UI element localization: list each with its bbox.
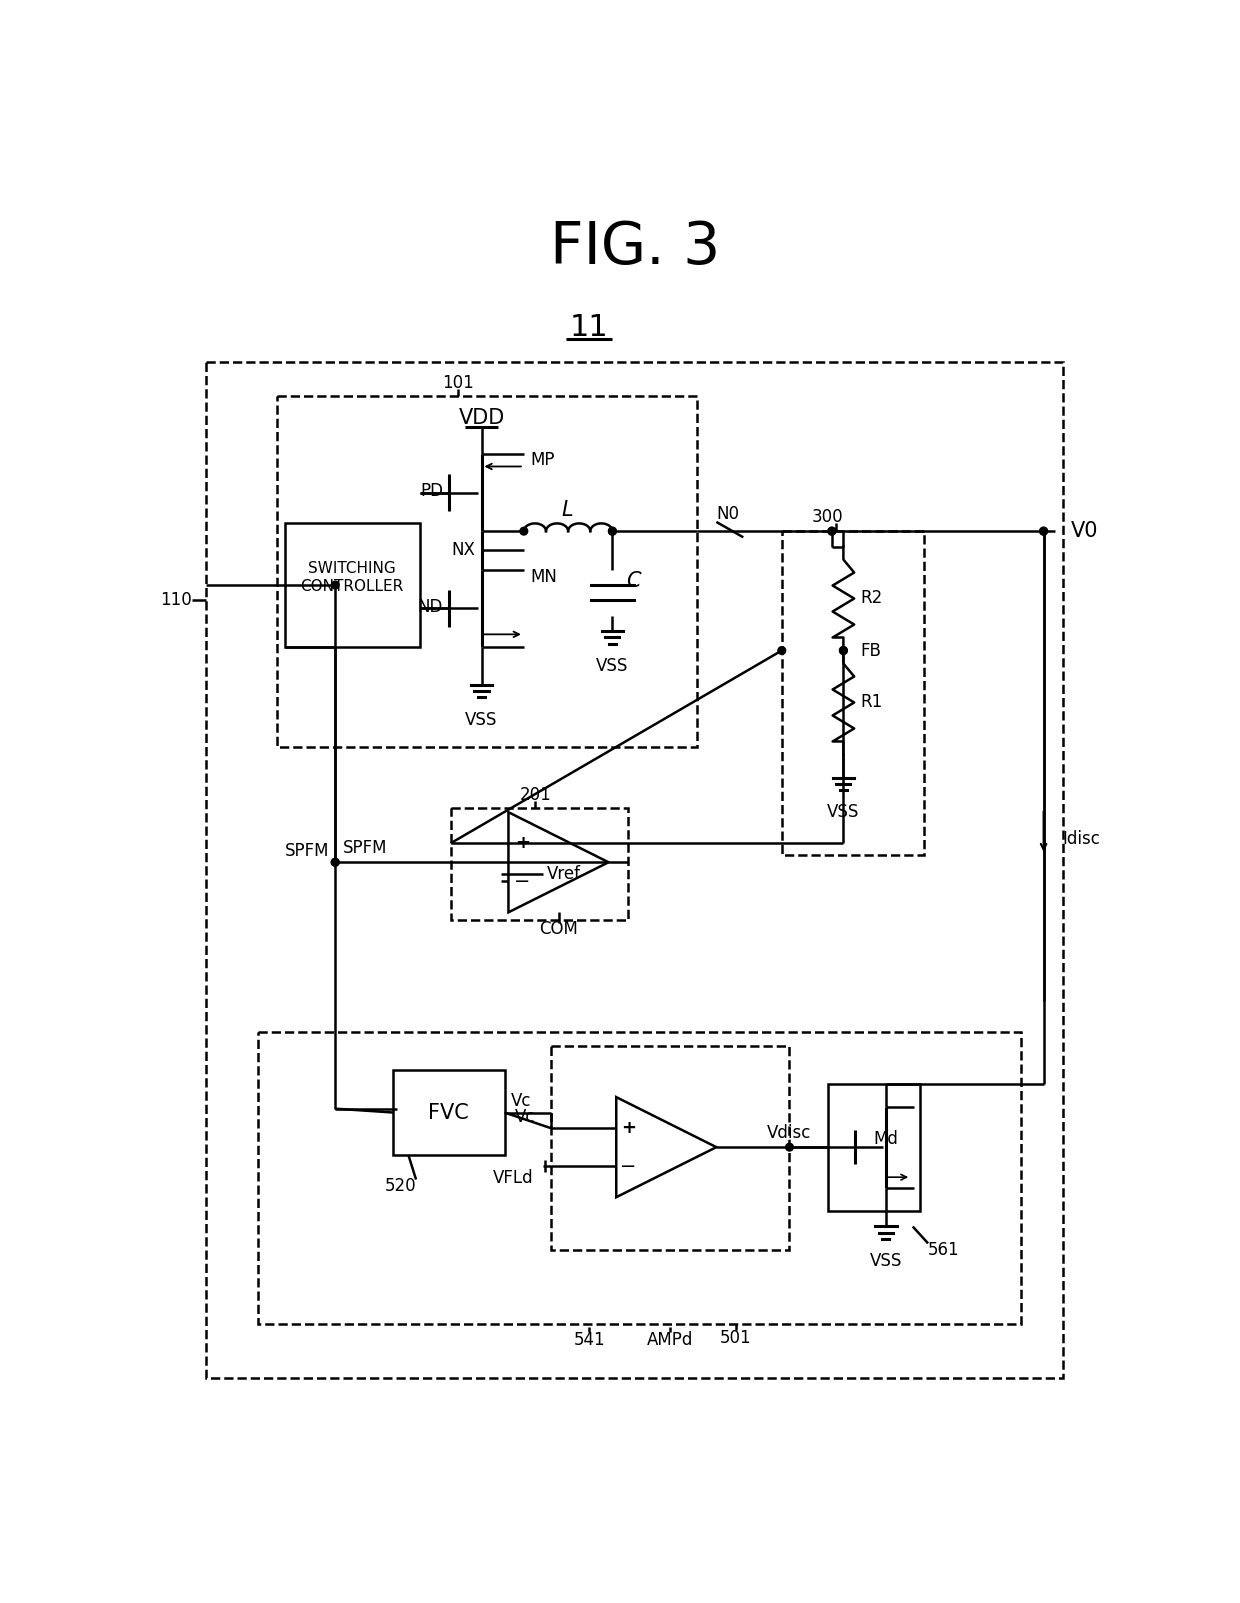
Text: SPFM: SPFM [285,842,330,859]
Bar [206,362,1063,1379]
Text: +: + [515,834,529,853]
Bar [285,524,420,646]
Text: 101: 101 [443,375,474,393]
Text: SWITCHING: SWITCHING [309,561,396,575]
Circle shape [828,527,836,535]
Circle shape [839,646,847,654]
Text: MP: MP [529,452,554,470]
Bar [781,531,924,854]
Text: Vc: Vc [511,1092,532,1109]
Text: VFLd: VFLd [494,1169,534,1186]
Text: R1: R1 [861,692,883,712]
Circle shape [331,859,339,866]
Circle shape [1040,527,1048,535]
Circle shape [331,859,339,866]
Text: Vdisc: Vdisc [766,1124,811,1143]
Text: VSS: VSS [827,803,859,821]
Text: FIG. 3: FIG. 3 [551,220,720,276]
Text: Vc: Vc [515,1108,536,1125]
Text: 11: 11 [570,313,609,341]
Text: VSS: VSS [596,657,629,675]
Text: L: L [562,500,574,519]
Circle shape [609,527,616,535]
Text: −: − [515,872,531,891]
Circle shape [839,646,847,654]
Text: PD: PD [420,483,443,500]
Bar [828,1084,920,1212]
Text: R2: R2 [861,590,883,608]
Text: VSS: VSS [869,1252,901,1270]
Text: COM: COM [539,920,578,938]
Text: CONTROLLER: CONTROLLER [300,579,404,595]
Text: FVC: FVC [428,1103,469,1122]
Text: MN: MN [529,569,557,587]
Text: FB: FB [861,641,882,659]
Text: 300: 300 [812,508,843,526]
Bar [450,808,627,920]
Text: AMPd: AMPd [647,1330,693,1348]
Text: SPFM: SPFM [343,840,387,858]
Bar [551,1045,790,1250]
Text: Idisc: Idisc [1063,830,1101,848]
Circle shape [777,646,786,654]
Text: VSS: VSS [465,710,497,729]
Text: V0: V0 [1070,521,1099,542]
Text: 541: 541 [573,1330,605,1348]
Circle shape [331,582,339,588]
Text: N0: N0 [717,505,739,523]
Text: 110: 110 [160,592,192,609]
Text: Vref: Vref [547,864,582,883]
Circle shape [609,527,616,535]
Text: +: + [621,1119,636,1137]
Bar [393,1071,505,1154]
Text: C: C [626,571,641,592]
Text: Md: Md [873,1130,898,1148]
Circle shape [1040,527,1048,535]
Text: VDD: VDD [459,409,505,428]
Text: 501: 501 [719,1329,751,1347]
Circle shape [786,1143,794,1151]
Text: ND: ND [418,598,443,616]
Text: 520: 520 [384,1177,417,1194]
Bar [278,396,697,747]
Text: NX: NX [451,542,475,559]
Text: 561: 561 [928,1241,960,1258]
Text: 201: 201 [520,785,552,803]
Text: −: − [620,1157,637,1175]
Bar [258,1032,1021,1324]
Circle shape [520,527,528,535]
Circle shape [828,527,836,535]
